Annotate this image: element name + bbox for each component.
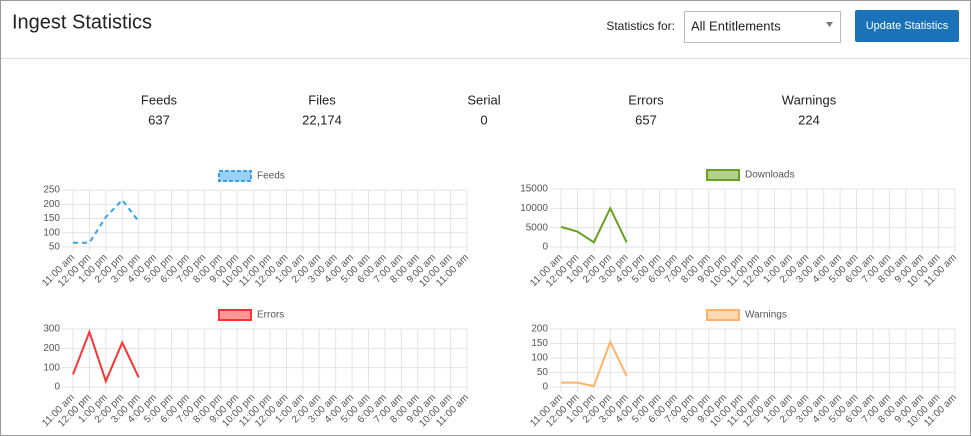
y-tick-label: 0 <box>542 382 548 393</box>
page-title: Ingest Statistics <box>12 11 152 33</box>
legend-label: Warnings <box>745 310 787 321</box>
series-line <box>561 339 628 388</box>
filter-value[interactable]: All Entitlements <box>691 18 781 33</box>
y-tick-label: 15000 <box>520 184 548 195</box>
legend-label: Errors <box>257 310 284 321</box>
y-tick-label: 100 <box>43 362 60 373</box>
series-line <box>560 206 628 244</box>
filter-select[interactable] <box>684 11 841 43</box>
stat-value: 22,174 <box>302 112 342 127</box>
dropdown-arrow <box>826 22 833 27</box>
y-tick-label: 0 <box>542 242 548 253</box>
stat-value: 224 <box>798 112 820 127</box>
stat-value: 0 <box>480 112 487 127</box>
legend-swatch <box>706 309 740 321</box>
y-tick-label: 50 <box>537 367 549 378</box>
stat-label: Warnings <box>782 92 837 107</box>
y-tick-label: 250 <box>43 185 60 196</box>
y-tick-label: 200 <box>43 343 60 354</box>
y-tick-label: 150 <box>43 213 60 224</box>
stat-label: Feeds <box>141 92 178 107</box>
y-tick-label: 300 <box>43 324 60 335</box>
update-button-label[interactable]: Update Statistics <box>866 20 949 32</box>
legend-swatch <box>218 170 252 182</box>
legend-label: Feeds <box>257 171 285 182</box>
stat-label: Files <box>308 92 336 107</box>
filter-label: Statistics for: <box>606 19 675 33</box>
y-tick-label: 200 <box>43 199 60 210</box>
y-tick-label: 5000 <box>526 222 549 233</box>
y-tick-label: 10000 <box>520 203 548 214</box>
stat-value: 637 <box>148 112 170 127</box>
update-button[interactable] <box>855 10 959 42</box>
y-tick-label: 100 <box>43 227 60 238</box>
stat-value: 657 <box>635 112 657 127</box>
series-line <box>73 198 140 244</box>
y-tick-label: 0 <box>54 382 60 393</box>
series-line <box>72 328 140 385</box>
legend-label: Downloads <box>745 170 794 181</box>
legend-swatch <box>706 169 740 181</box>
y-tick-label: 200 <box>531 324 548 335</box>
legend-swatch <box>218 309 252 321</box>
stat-label: Serial <box>467 92 500 107</box>
y-tick-label: 150 <box>531 338 548 349</box>
y-tick-label: 50 <box>49 242 61 253</box>
y-tick-label: 100 <box>531 353 548 364</box>
stat-label: Errors <box>628 92 664 107</box>
